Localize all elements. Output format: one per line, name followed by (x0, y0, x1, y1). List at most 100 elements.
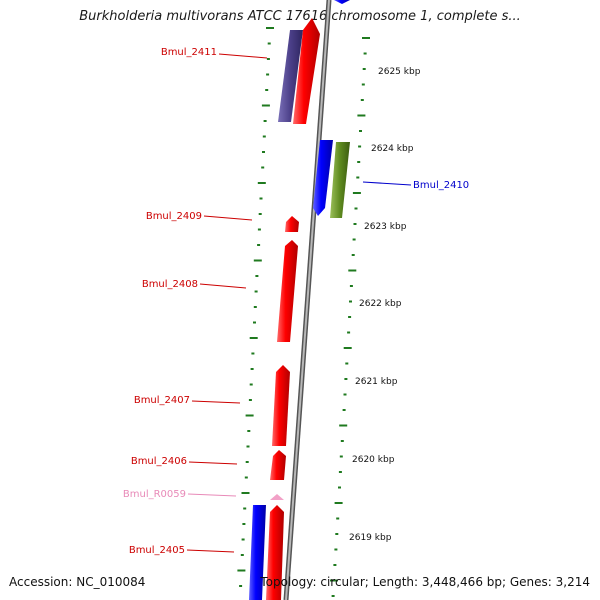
tick-right-minor (362, 68, 366, 70)
tick-right-major (362, 37, 370, 39)
tick-right-minor (340, 440, 344, 442)
gene-bmul-2406[interactable] (270, 450, 286, 480)
label-bmul-2406[interactable]: Bmul_2406 (131, 456, 187, 467)
tick-right-minor (363, 52, 367, 55)
leader-bmul-2406 (188, 461, 238, 465)
gene-bmul-2410[interactable] (330, 142, 350, 218)
scale-label-2621: 2621 kbp (355, 377, 398, 387)
tick-right-minor (356, 176, 360, 179)
tick-right-minor (335, 533, 339, 535)
tick-right-minor (343, 393, 347, 396)
tick-right-minor (339, 455, 343, 458)
leader-bmul-2405 (186, 549, 235, 553)
tick-right-minor (357, 161, 361, 163)
tick-right-minor (348, 316, 352, 318)
scale-label-2622: 2622 kbp (359, 299, 402, 309)
label-bmul-2409[interactable]: Bmul_2409 (146, 211, 202, 222)
gene-bmul-2411[interactable] (293, 18, 320, 124)
gene-bmul-r0059[interactable] (270, 494, 284, 500)
tick-left-minor (247, 430, 251, 432)
tick-left-major (245, 414, 254, 417)
gene-bmul-2410-blue[interactable] (313, 140, 333, 216)
tick-right-major (348, 269, 357, 272)
tick-left-minor (257, 244, 261, 246)
tick-left-minor (249, 383, 253, 386)
tick-left-major (266, 27, 274, 29)
tick-right-major (343, 347, 352, 349)
leader-bmul-2408 (199, 283, 247, 289)
tick-right-minor (354, 207, 358, 210)
tick-left-major (237, 569, 246, 572)
tick-left-minor (243, 507, 247, 510)
gene-bmul-2411-purple[interactable] (278, 30, 303, 122)
tick-right-minor (345, 362, 349, 365)
tick-right-minor (338, 486, 341, 489)
tick-right-minor (358, 145, 362, 148)
scale-label-2625: 2625 kbp (378, 67, 421, 77)
label-bmul-r0059[interactable]: Bmul_R0059 (123, 489, 186, 500)
gene-bmul-2407[interactable] (272, 365, 290, 446)
gene-bmul-2405[interactable] (266, 505, 284, 600)
scale-label-2623: 2623 kbp (364, 222, 407, 232)
tick-left-major (261, 104, 270, 107)
label-bmul-2410[interactable]: Bmul_2410 (413, 180, 469, 191)
map-title: Burkholderia multivorans ATCC 17616 chro… (79, 9, 521, 24)
tick-left-minor (239, 585, 243, 587)
tick-left-minor (254, 290, 258, 293)
tick-left-minor (240, 554, 244, 556)
tick-left-minor (263, 120, 267, 122)
tick-right-minor (349, 285, 353, 287)
gene-bmul-2408[interactable] (277, 240, 298, 342)
gene-bmul-2409[interactable] (285, 216, 299, 232)
tick-marks-left (237, 27, 274, 587)
tick-left-minor (250, 368, 254, 370)
gene-bmul-2405-blue[interactable] (249, 505, 266, 600)
tick-right-minor (338, 471, 342, 473)
tick-right-minor (336, 517, 340, 520)
tick-left-minor (241, 538, 245, 541)
tick-left-minor (262, 151, 265, 153)
tick-left-minor (259, 197, 263, 200)
tick-right-minor (360, 99, 364, 101)
tick-right-major (357, 114, 366, 117)
tick-left-major (257, 182, 266, 184)
tick-left-minor (248, 399, 252, 401)
leader-bmul-r0059 (187, 493, 237, 497)
genome-summary-text: Topology: circular; Length: 3,448,466 bp… (260, 575, 590, 589)
tick-right-major (339, 424, 348, 427)
tick-right-minor (344, 378, 348, 380)
tick-right-minor (353, 223, 357, 225)
tick-right-minor (333, 564, 337, 566)
label-bmul-2408[interactable]: Bmul_2408 (142, 279, 198, 290)
tick-right-minor (349, 300, 352, 303)
accession-text: Accession: NC_010084 (9, 575, 146, 589)
tick-left-major (253, 259, 262, 262)
tick-right-minor (347, 331, 351, 334)
tick-left-minor (266, 73, 270, 76)
tick-right-minor (351, 254, 355, 256)
scale-label-2620: 2620 kbp (352, 455, 395, 465)
tick-left-minor (253, 321, 256, 324)
backbone-highlight (285, 0, 330, 600)
scale-label-2624: 2624 kbp (371, 144, 414, 154)
tick-left-minor (262, 135, 266, 138)
leader-bmul-2411 (218, 53, 268, 59)
tick-left-minor (255, 275, 259, 277)
leader-bmul-2409 (203, 215, 253, 221)
scale-label-2619: 2619 kbp (349, 533, 392, 543)
tick-right-minor (352, 238, 356, 241)
tick-left-minor (242, 523, 246, 525)
tick-left-minor (261, 166, 265, 169)
gene-top-blue[interactable] (334, 0, 350, 4)
label-bmul-2405[interactable]: Bmul_2405 (129, 545, 185, 556)
label-bmul-2407[interactable]: Bmul_2407 (134, 395, 190, 406)
tick-left-minor (246, 445, 250, 448)
tick-left-minor (265, 89, 269, 91)
tick-left-minor (253, 306, 257, 308)
tick-left-minor (251, 352, 255, 355)
label-bmul-2411[interactable]: Bmul_2411 (161, 47, 217, 58)
tick-right-minor (331, 595, 335, 597)
tick-right-minor (334, 548, 338, 551)
tick-left-minor (266, 58, 270, 60)
